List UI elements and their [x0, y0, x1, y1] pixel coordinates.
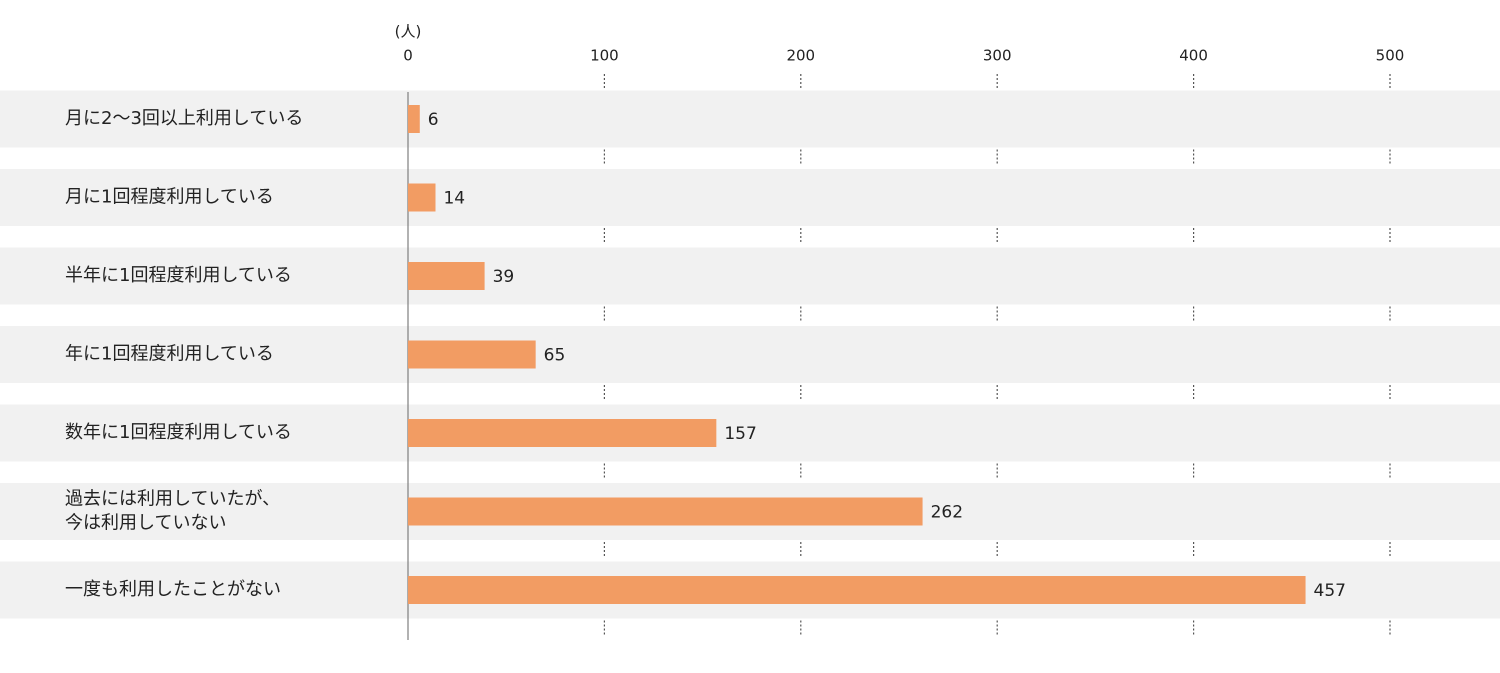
x-tick-label: 400	[1179, 47, 1208, 65]
row-band	[0, 169, 1500, 226]
category-label: 月に1回程度利用している	[65, 187, 274, 208]
value-label: 14	[443, 189, 465, 209]
value-label: 39	[493, 267, 515, 287]
category-label: 年に1回程度利用している	[65, 344, 274, 365]
bar	[408, 340, 536, 369]
value-label: 457	[1314, 581, 1346, 601]
unit-label: (人)	[395, 23, 422, 41]
bar	[408, 576, 1306, 604]
x-tick-label: 0	[403, 47, 413, 65]
category-label: 半年に1回程度利用している	[65, 265, 292, 286]
value-label: 262	[931, 503, 963, 523]
row-band	[0, 404, 1500, 462]
category-label: 数年に1回程度利用している	[65, 422, 292, 443]
x-tick-label: 200	[786, 47, 815, 65]
bar	[408, 419, 717, 447]
value-label: 157	[724, 424, 756, 444]
row-band	[0, 326, 1500, 383]
row-band	[0, 247, 1500, 305]
x-tick-label: 100	[590, 47, 619, 65]
category-label: 過去には利用していたが、今は利用していない	[65, 489, 280, 534]
bar	[408, 497, 923, 526]
category-label: 月に2〜3回以上利用している	[65, 108, 303, 129]
x-tick-label: 300	[983, 47, 1012, 65]
bar	[408, 183, 436, 212]
x-tick-label: 500	[1376, 47, 1405, 65]
bar	[408, 262, 485, 290]
bar	[408, 105, 420, 133]
value-label: 65	[544, 346, 566, 366]
category-label: 一度も利用したことがない	[65, 579, 281, 600]
row-band	[0, 90, 1500, 148]
value-label: 6	[428, 110, 439, 130]
